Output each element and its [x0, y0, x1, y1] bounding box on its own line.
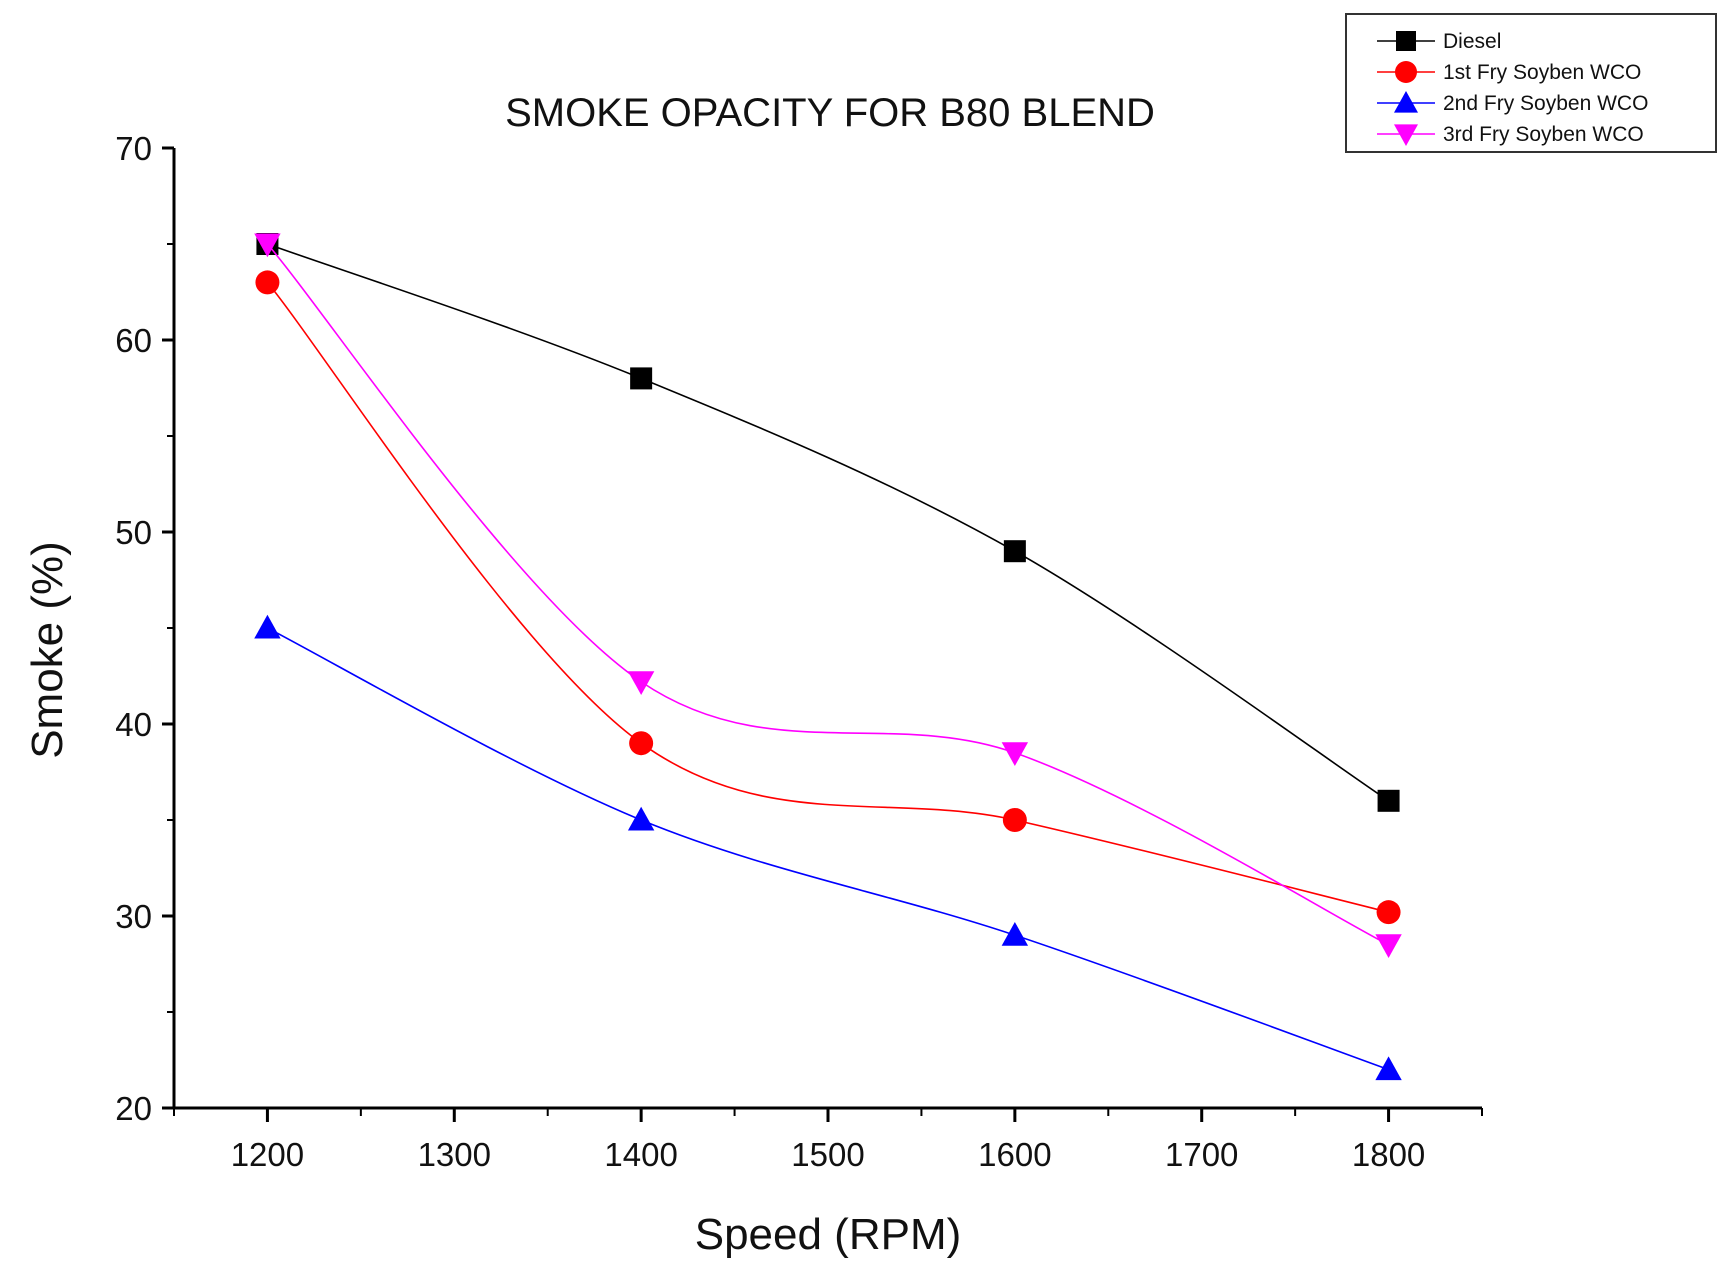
x-tick-label: 1700	[1165, 1136, 1238, 1173]
series-1	[256, 233, 1400, 812]
data-point	[1375, 1056, 1402, 1081]
legend: Diesel 1st Fry Soyben WCO 2nd Fry Soyben W…	[1345, 13, 1717, 153]
legend-label: 1st Fry Soyben WCO	[1443, 61, 1641, 84]
legend-marker	[1394, 91, 1418, 113]
data-point	[627, 671, 655, 695]
series-4	[254, 233, 1402, 958]
y-ticks: 20 30 40 50 60 70	[115, 130, 174, 1127]
data-point	[627, 806, 655, 831]
y-tick-label: 40	[115, 706, 152, 743]
x-tick-label: 1800	[1352, 1136, 1425, 1173]
series-line	[267, 627, 1389, 1071]
y-axis-label: Smoke (%)	[23, 541, 72, 759]
y-tick-label: 60	[115, 322, 152, 359]
data-point	[629, 731, 654, 756]
data-point	[254, 233, 281, 258]
series-layer	[254, 233, 1402, 1081]
legend-item: 2nd Fry Soyben WCO	[1377, 91, 1648, 115]
data-point	[1376, 900, 1401, 925]
x-tick-label: 1200	[231, 1136, 304, 1173]
x-ticks: 1200 1300 1400 1500 1600 1700 1800	[173, 1108, 1483, 1173]
data-point	[1002, 808, 1027, 832]
legend-marker	[1396, 31, 1416, 51]
legend-item: 3rd Fry Soyben WCO	[1377, 123, 1644, 146]
y-tick-label: 30	[115, 898, 152, 935]
data-point	[630, 367, 653, 390]
legend-label: 3rd Fry Soyben WCO	[1443, 123, 1644, 146]
x-axis-label: Speed (RPM)	[695, 1210, 962, 1259]
data-point	[1375, 934, 1402, 958]
chart-title: SMOKE OPACITY FOR B80 BLEND	[505, 91, 1155, 135]
x-tick-label: 1400	[604, 1136, 677, 1173]
data-point	[1001, 922, 1029, 946]
legend-marker	[1394, 124, 1418, 146]
series-2	[255, 270, 1401, 925]
legend-marker	[1395, 61, 1417, 83]
data-point	[254, 614, 281, 639]
data-point	[1377, 789, 1400, 812]
legend-item: Diesel	[1377, 30, 1501, 53]
x-tick-label: 1300	[418, 1136, 491, 1173]
series-line	[267, 243, 1390, 802]
x-tick-label: 1500	[791, 1136, 864, 1173]
y-tick-label: 70	[115, 130, 152, 167]
series-line	[266, 281, 1389, 913]
data-point	[1003, 540, 1026, 563]
data-point	[255, 270, 280, 295]
axes	[172, 148, 1482, 1110]
legend-label: 2nd Fry Soyben WCO	[1443, 92, 1648, 115]
series-3	[254, 614, 1402, 1081]
legend-label: Diesel	[1443, 30, 1501, 53]
legend-items: Diesel 1st Fry Soyben WCO 2nd Fry Soyben W…	[1377, 30, 1648, 146]
data-point	[1001, 742, 1029, 766]
y-tick-label: 50	[115, 514, 152, 551]
y-tick-label: 20	[115, 1090, 152, 1127]
legend-item: 1st Fry Soyben WCO	[1377, 61, 1641, 84]
x-tick-label: 1600	[978, 1136, 1051, 1173]
series-line	[266, 243, 1389, 946]
